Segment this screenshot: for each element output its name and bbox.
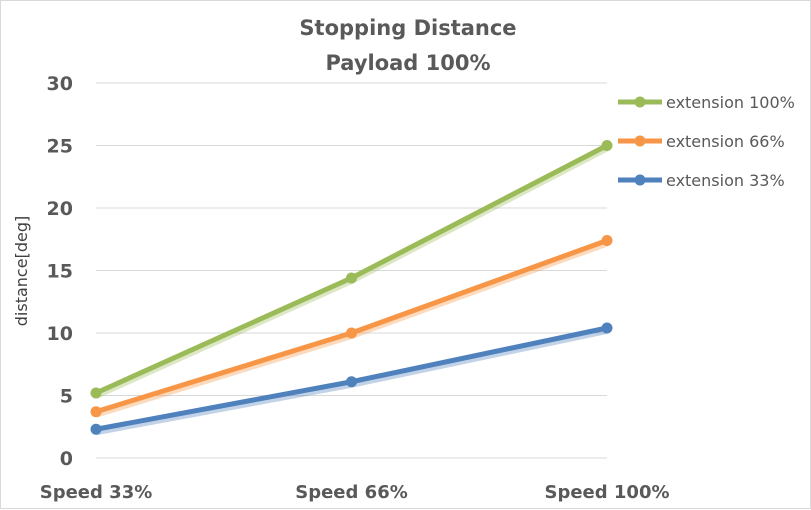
legend-item: extension 66% [618, 132, 785, 151]
x-tick-label: Speed 66% [295, 482, 408, 503]
y-tick-label: 15 [47, 261, 73, 283]
y-tick-label: 5 [60, 386, 73, 408]
legend-label: extension 33% [666, 171, 785, 190]
legend-marker-icon [634, 96, 646, 108]
data-point [346, 327, 357, 339]
y-tick-label: 30 [47, 73, 73, 95]
data-point [601, 140, 613, 151]
data-point [346, 376, 357, 388]
x-tick-label: Speed 33% [40, 482, 153, 503]
data-point [90, 406, 102, 418]
series-extension-66- [90, 235, 613, 418]
series-extension-33- [90, 322, 613, 436]
legend-marker-icon [634, 135, 646, 147]
legend-item: extension 100% [618, 93, 795, 112]
chart-title-line-2: Payload 100% [325, 51, 490, 75]
data-point [90, 423, 102, 435]
y-tick-label: 20 [47, 198, 73, 220]
legend-marker-icon [634, 174, 646, 186]
y-tick-label: 10 [47, 323, 73, 345]
y-axis-label: distance[deg] [12, 216, 31, 326]
data-point [90, 387, 102, 399]
chart-title-line-1: Stopping Distance [299, 16, 516, 40]
series-extension-100- [90, 140, 613, 399]
y-tick-label: 25 [47, 136, 73, 158]
data-point [346, 272, 357, 284]
y-tick-label: 0 [60, 448, 73, 470]
x-tick-label: Speed 100% [544, 482, 669, 503]
legend-label: extension 66% [666, 132, 785, 151]
legend-label: extension 100% [666, 93, 795, 112]
data-point [601, 235, 613, 246]
legend-item: extension 33% [618, 171, 785, 190]
data-point [601, 322, 613, 334]
